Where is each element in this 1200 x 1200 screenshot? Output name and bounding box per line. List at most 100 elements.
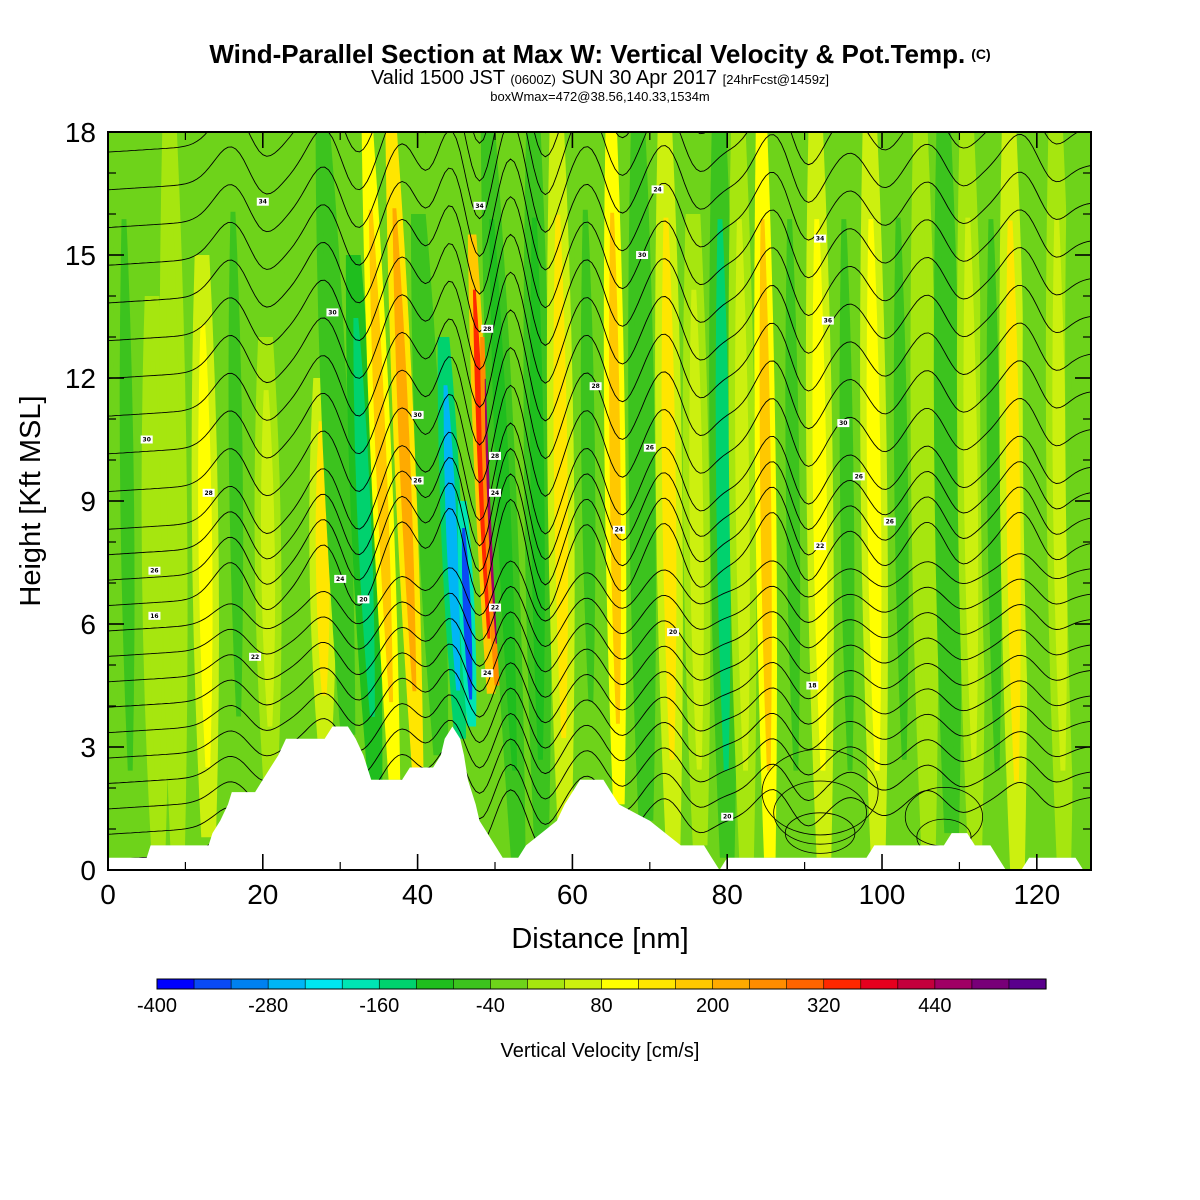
colorbar-swatch [230, 978, 269, 990]
contour-labels: 34 34 24 34 30 28 30 28 36 30 30 30 26 28 28 26 26 24 26 24… [140, 185, 896, 821]
w-band-core [392, 208, 417, 692]
w-band-core [290, 205, 306, 674]
contour-label-bg [589, 382, 602, 391]
w-band-core [530, 217, 545, 760]
contour-label: 22 [251, 654, 259, 661]
theta-contour [108, 654, 1091, 734]
x-axis-title: Distance [nm] [511, 923, 688, 955]
theta-contour [108, 309, 1091, 422]
contour-label-bg [837, 419, 850, 428]
x-tick-label: 120 [1013, 879, 1060, 910]
y-tick-label: 6 [80, 609, 96, 640]
utc-time: (0600Z) [510, 72, 556, 87]
contour-label: 30 [143, 437, 151, 444]
box-wmax-info: boxWmax=472@38.56,140.33,1534m [490, 89, 710, 104]
vertical-velocity-field [108, 132, 1091, 870]
colorbar-tick-label: -160 [359, 995, 399, 1017]
contour-label: 30 [638, 252, 646, 259]
contour-label-bg [651, 185, 664, 194]
contour-label: 28 [204, 490, 212, 497]
colorbar-swatch [971, 978, 1010, 990]
y-tick-label: 15 [65, 240, 96, 271]
theta-contour [108, 473, 1091, 586]
theta-contour-loop [773, 780, 867, 845]
theta-contour [108, 132, 1079, 196]
colorbar-swatch [860, 978, 899, 990]
contour-label-bg [721, 812, 734, 821]
contour-label-bg [249, 652, 262, 661]
contour-label-bg [411, 476, 424, 485]
contour-label-bg [643, 443, 656, 452]
w-band-core [580, 209, 596, 703]
colorbar-swatch [304, 978, 343, 990]
contour-label-bg [481, 669, 494, 678]
colorbar-swatch [193, 978, 232, 990]
y-tick-label: 18 [65, 117, 96, 148]
colorbar-swatch [564, 978, 603, 990]
theta-contour [108, 132, 707, 158]
w-band-core [689, 289, 704, 770]
colorbar-tick-label: -40 [476, 995, 505, 1017]
contour-label-bg [489, 603, 502, 612]
colorbar-swatch [786, 978, 825, 990]
colorbar-swatch [638, 978, 677, 990]
contour-label-bg [357, 595, 370, 604]
contour-label-bg [334, 574, 347, 583]
colorbar-frame [156, 978, 1047, 990]
colorbar-swatch [675, 978, 714, 990]
colorbar-swatch [453, 978, 491, 990]
contour-label-bg [411, 410, 424, 419]
w-band-core [661, 217, 677, 760]
forecast-run: [24hrFcst@1459z] [722, 72, 830, 87]
theta-contour [108, 553, 1091, 632]
colorbar-swatch [712, 978, 751, 990]
theta-contour-loop [761, 748, 879, 836]
colorbar-swatch [749, 978, 788, 990]
w-band-core [759, 219, 772, 771]
contour-label: 36 [824, 318, 832, 325]
colorbar-swatch [1008, 978, 1047, 990]
colorbar-swatch [527, 978, 566, 990]
y-axis-title: Height [Kft MSL] [15, 395, 47, 606]
contour-label-bg [148, 611, 161, 620]
w-band-core [553, 214, 569, 739]
contour-label: 26 [646, 445, 654, 452]
terrain-mask [108, 726, 1091, 870]
contour-label: 26 [855, 473, 863, 480]
valid-date: SUN 30 Apr 2017 [555, 67, 723, 89]
w-band-core [353, 317, 375, 717]
contour-label: 24 [483, 670, 491, 677]
theta-contour [108, 680, 1091, 759]
chart-title: Wind-Parallel Section at Max W: Vertical… [0, 40, 1200, 68]
contour-label-bg [821, 316, 834, 325]
theta-contour [108, 384, 1091, 497]
w-band-core [866, 219, 882, 771]
w-band-core [198, 324, 213, 768]
contour-label-bg [636, 251, 649, 259]
w-band-core [609, 212, 622, 724]
colorbar-swatch [934, 978, 973, 990]
contour-label: 20 [669, 629, 677, 636]
contour-label: 30 [328, 309, 336, 316]
contour-label: 22 [491, 605, 499, 612]
contour-label: 34 [475, 203, 483, 210]
contour-label: 20 [723, 814, 731, 821]
contour-label-bg [667, 628, 680, 637]
contour-label-bg [852, 472, 865, 481]
theta-contour [108, 196, 1091, 309]
colorbar-swatch [490, 978, 529, 990]
contour-label: 24 [491, 490, 499, 497]
contour-label: 28 [591, 383, 599, 390]
chart-header: Wind-Parallel Section at Max W: Vertical… [0, 40, 1200, 104]
theta-contour [108, 447, 1091, 561]
colorbar-tick-label: -280 [248, 995, 288, 1017]
w-band-core [418, 278, 441, 691]
w-band-core [323, 204, 348, 663]
contour-label-bg [814, 542, 827, 551]
w-band-core [893, 217, 909, 760]
colorbar-swatch [415, 978, 454, 990]
contour-label: 24 [653, 186, 661, 193]
theta-contour [108, 233, 1091, 346]
colorbar-swatch [267, 978, 306, 990]
